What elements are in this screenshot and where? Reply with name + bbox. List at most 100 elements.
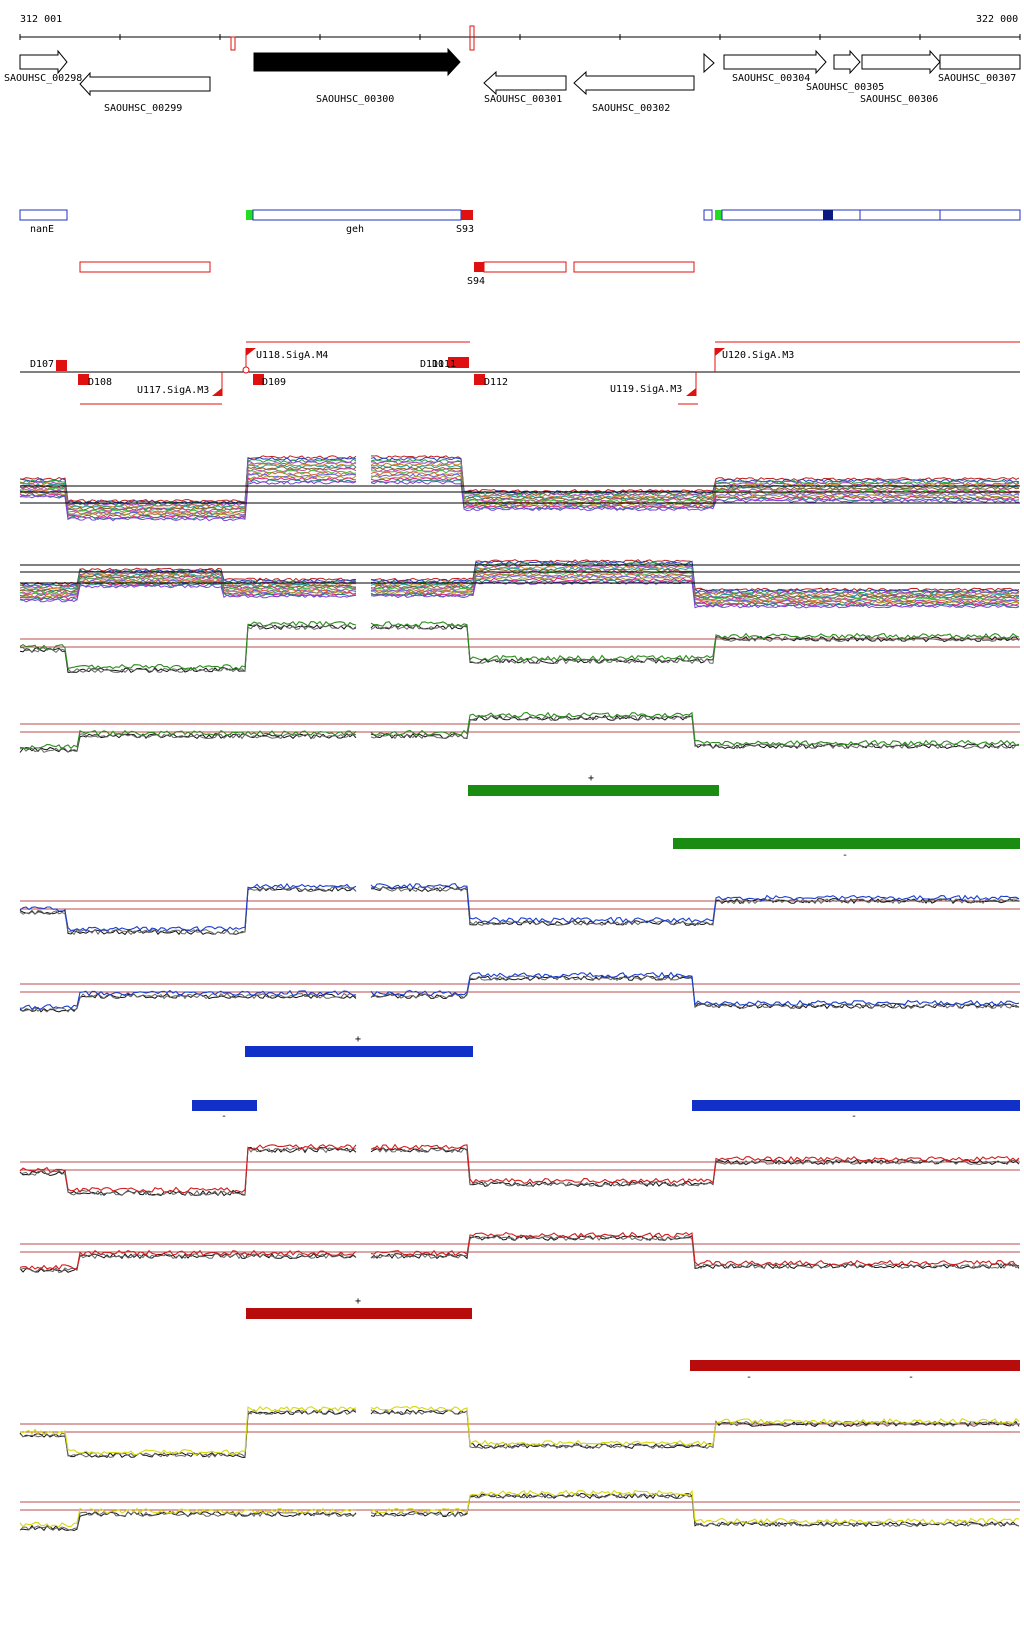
gene-label: SAOUHSC_00305 xyxy=(806,82,884,93)
reference-trace xyxy=(19,1492,1020,1531)
terminator-marker[interactable] xyxy=(458,357,469,368)
annotation-end-marker xyxy=(461,210,473,220)
terminator-marker[interactable] xyxy=(448,357,459,368)
gene-arrow[interactable] xyxy=(833,49,861,75)
segment-strand-label: - xyxy=(746,1372,752,1383)
condition-trace xyxy=(19,971,1020,1011)
green-minus-segment[interactable] xyxy=(673,838,1020,849)
segment-strand-label: + xyxy=(355,1296,361,1307)
reference-trace xyxy=(19,885,1020,936)
gene-arrow[interactable] xyxy=(19,49,68,75)
blue-minus-segment[interactable] xyxy=(192,1100,257,1111)
annotation-start-marker xyxy=(474,262,484,272)
segment-strand-label: + xyxy=(355,1034,361,1045)
annotation-start-marker xyxy=(246,210,253,220)
promoter-label: D112 xyxy=(484,377,508,388)
gene-arrow[interactable] xyxy=(573,70,695,96)
condition-trace xyxy=(19,477,1020,519)
gene-label: SAOUHSC_00298 xyxy=(4,73,82,84)
condition-trace xyxy=(19,1489,1020,1529)
annotation-box[interactable] xyxy=(19,209,68,221)
ruler-marker xyxy=(230,36,236,51)
condition-trace xyxy=(19,467,1020,513)
ruler-ticks xyxy=(19,34,1021,40)
condition-trace xyxy=(19,1143,1020,1194)
reference-trace xyxy=(19,1234,1020,1273)
gene-arrow[interactable] xyxy=(939,54,1021,70)
gene-arrow[interactable] xyxy=(723,49,827,75)
condition-trace xyxy=(19,577,1020,607)
condition-trace xyxy=(19,580,1020,609)
annotation-box[interactable] xyxy=(721,209,1021,221)
coordinate-ruler: 312 001 322 000 xyxy=(19,14,1021,51)
annotation-start-marker xyxy=(715,210,722,220)
condition-trace xyxy=(20,480,1020,522)
segment-bars: + - + - - + - - xyxy=(192,773,1020,1383)
annotation-box[interactable] xyxy=(573,261,695,273)
terminator-marker[interactable] xyxy=(78,374,89,385)
gene-arrow[interactable] xyxy=(483,70,567,96)
condition-trace xyxy=(19,574,1020,604)
blue-plus-segment[interactable] xyxy=(245,1046,473,1057)
gene-label: SAOUHSC_00304 xyxy=(732,73,810,84)
condition-trace xyxy=(19,458,1020,506)
condition-trace xyxy=(19,464,1020,510)
green-plus-segment[interactable] xyxy=(468,785,719,796)
condition-trace xyxy=(19,620,1020,671)
promoter-label: U120.SigA.M3 xyxy=(722,350,794,361)
red-plus-segment[interactable] xyxy=(246,1308,472,1319)
annotation-box[interactable] xyxy=(703,209,713,221)
promoter-label: D111 xyxy=(432,359,456,370)
segment-strand-label: - xyxy=(221,1111,227,1122)
reference-trace xyxy=(19,623,1020,674)
promoter-label: U118.SigA.M4 xyxy=(256,350,328,361)
annotation-box[interactable] xyxy=(483,261,567,273)
red-minus-segment[interactable] xyxy=(690,1360,1020,1371)
gene-arrow[interactable] xyxy=(861,49,941,75)
reference-trace xyxy=(19,623,1020,674)
annotation-label: nanE xyxy=(30,224,54,235)
gene-arrow[interactable] xyxy=(253,47,461,77)
gene-track: SAOUHSC_00298 SAOUHSC_00299 SAOUHSC_0030… xyxy=(4,47,1021,114)
reference-trace xyxy=(19,1146,1020,1197)
ruler-end-label: 322 000 xyxy=(976,14,1018,25)
reference-trace xyxy=(19,885,1020,936)
gene-label: SAOUHSC_00306 xyxy=(860,94,938,105)
multi-profile-minus xyxy=(19,559,1020,609)
condition-trace xyxy=(19,1405,1020,1456)
promoter-label: U117.SigA.M3 xyxy=(137,385,209,396)
gene-arrow[interactable] xyxy=(79,71,211,97)
segment-strand-label: - xyxy=(842,850,848,861)
condition-trace xyxy=(19,460,1020,507)
segment-strand-label: - xyxy=(908,1372,914,1383)
gene-arrow[interactable] xyxy=(703,52,715,74)
reference-trace xyxy=(19,714,1020,753)
reference-trace xyxy=(19,974,1020,1013)
gene-label: SAOUHSC_00300 xyxy=(316,94,394,105)
condition-trace xyxy=(19,711,1020,751)
blue-minus-segment[interactable] xyxy=(692,1100,1020,1111)
reference-trace xyxy=(19,1146,1020,1197)
gene-label: SAOUHSC_00301 xyxy=(484,94,562,105)
promoter-label: D108 xyxy=(88,377,112,388)
ruler-marker xyxy=(469,25,475,51)
segment-strand-label: - xyxy=(851,1111,857,1122)
terminator-marker[interactable] xyxy=(253,374,264,385)
annotation-box[interactable] xyxy=(252,209,462,221)
gene-label: SAOUHSC_00307 xyxy=(938,73,1016,84)
reference-trace xyxy=(19,975,1020,1013)
segment-strand-label: + xyxy=(588,773,594,784)
reference-trace xyxy=(19,1408,1020,1459)
annotation-row-2: S94 xyxy=(79,261,695,287)
promoter-label: D110 xyxy=(420,359,444,370)
terminator-marker[interactable] xyxy=(56,360,67,371)
promoter-label: D107 xyxy=(30,359,54,370)
gene-label: SAOUHSC_00302 xyxy=(592,103,670,114)
annotation-dark-marker xyxy=(823,210,833,220)
promoter-label: D109 xyxy=(262,377,286,388)
terminator-marker[interactable] xyxy=(474,374,485,385)
annotation-label: S94 xyxy=(467,276,485,287)
annotation-row-1: nanE geh S93 xyxy=(19,209,1021,235)
annotation-box[interactable] xyxy=(79,261,211,273)
